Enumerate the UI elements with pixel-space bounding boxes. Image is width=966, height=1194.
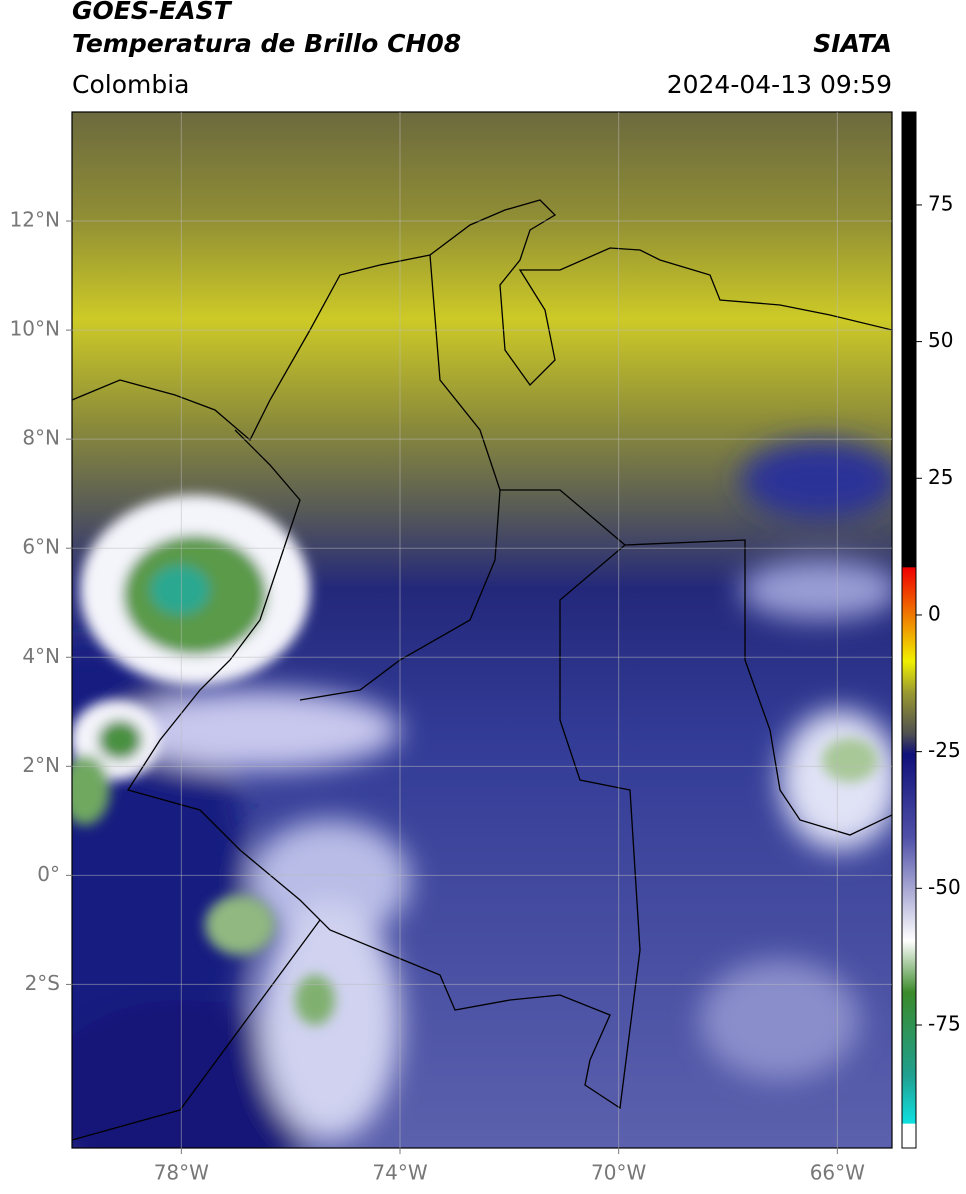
- map-frame: [71, 111, 893, 1149]
- colorbar-tick-label: 75: [928, 191, 953, 215]
- coastline: [72, 199, 892, 442]
- timestamp: 2024-04-13 09:59: [667, 70, 892, 99]
- y-tick-label: 0°: [37, 862, 60, 886]
- y-tick-label: 2°S: [25, 971, 60, 995]
- colorbar: [901, 111, 917, 1149]
- title: GOES-EAST: [72, 0, 233, 25]
- y-tick-label: 4°N: [22, 644, 60, 668]
- x-tick-label: 66°W: [810, 1161, 865, 1185]
- y-tick-label: 6°N: [22, 535, 60, 559]
- y-tick-label: 10°N: [10, 317, 60, 341]
- satellite-image: [72, 112, 892, 1148]
- colorbar-tick-label: -25: [928, 738, 961, 762]
- y-tick-label: 12°N: [10, 208, 60, 232]
- colorbar-tick-label: 0: [928, 601, 941, 625]
- colorbar-tick-label: -75: [928, 1011, 961, 1035]
- y-tick-label: 8°N: [22, 426, 60, 450]
- colorbar-tick-label: -50: [928, 875, 961, 899]
- x-tick-label: 74°W: [372, 1161, 427, 1185]
- source: SIATA: [813, 29, 892, 58]
- x-tick-label: 70°W: [591, 1161, 646, 1185]
- colorbar-tick-label: 50: [928, 328, 953, 352]
- x-tick-label: 78°W: [154, 1161, 209, 1185]
- y-tick-label: 2°N: [22, 753, 60, 777]
- country-border: [126, 429, 892, 1110]
- colorbar-tick-label: 25: [928, 465, 953, 489]
- subtitle: Temperatura de Brillo CH08: [72, 29, 461, 58]
- region: Colombia: [72, 70, 189, 99]
